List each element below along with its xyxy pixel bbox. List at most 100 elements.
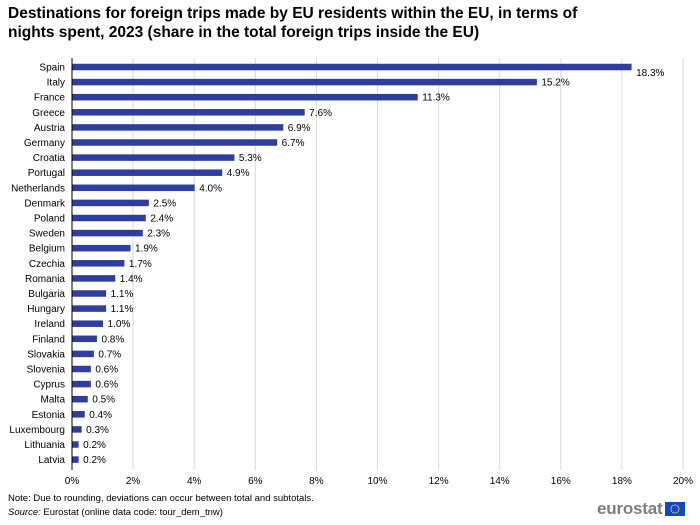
bar xyxy=(72,124,284,131)
source-text: Eurostat (online data code: tour_dem_tnw… xyxy=(40,507,223,518)
category-label: Denmark xyxy=(24,198,66,209)
bar xyxy=(72,229,143,237)
category-label: Netherlands xyxy=(11,183,65,194)
category-label: Slovakia xyxy=(27,349,65,360)
category-label: France xyxy=(34,93,66,104)
value-label: 0.5% xyxy=(92,395,115,406)
value-label: 6.7% xyxy=(282,138,305,149)
x-tick-label: 12% xyxy=(429,476,449,487)
eurostat-logo: eurostat xyxy=(597,499,686,519)
chart-title: Destinations for foreign trips made by E… xyxy=(8,5,578,41)
category-label: Portugal xyxy=(28,168,65,179)
value-label: 2.4% xyxy=(150,214,173,225)
bar xyxy=(72,244,131,252)
eu-flag-icon xyxy=(665,502,686,516)
bar xyxy=(72,260,125,267)
x-tick-label: 18% xyxy=(612,476,632,487)
category-label: Malta xyxy=(41,395,66,406)
category-label: Hungary xyxy=(27,304,65,315)
bar xyxy=(72,275,116,282)
category-label: Romania xyxy=(25,274,65,285)
value-label: 0.6% xyxy=(95,365,118,376)
category-label: Finland xyxy=(32,334,65,345)
bar xyxy=(72,78,537,86)
bar xyxy=(72,350,94,358)
bar xyxy=(72,365,91,373)
category-label: Italy xyxy=(47,78,65,89)
x-tick-label: 6% xyxy=(248,476,263,487)
bar xyxy=(72,214,146,222)
value-label: 1.4% xyxy=(120,274,143,285)
value-label: 0.3% xyxy=(86,425,109,436)
category-label: Luxembourg xyxy=(9,425,65,436)
value-label: 2.3% xyxy=(147,229,170,240)
value-label: 4.0% xyxy=(199,183,222,194)
value-label: 0.8% xyxy=(101,334,124,345)
value-label: 5.3% xyxy=(239,153,262,164)
value-label: 0.4% xyxy=(89,410,112,421)
category-label: Austria xyxy=(34,123,66,134)
category-labels: Spain Italy France Greece Austria Germany Croa… xyxy=(9,63,66,467)
bar xyxy=(72,109,305,116)
footnote: Note: Due to rounding, deviations can oc… xyxy=(8,493,314,504)
category-label: Sweden xyxy=(29,229,65,240)
bar xyxy=(72,305,107,312)
bar xyxy=(72,63,632,71)
category-label: Spain xyxy=(39,63,65,74)
bar xyxy=(72,426,82,433)
category-label: Greece xyxy=(32,108,65,119)
bar xyxy=(72,456,79,463)
category-label: Ireland xyxy=(34,319,65,330)
bars xyxy=(72,63,632,463)
bar xyxy=(72,441,79,448)
x-tick-label: 16% xyxy=(551,476,571,487)
value-label: 7.6% xyxy=(309,108,332,119)
value-label: 1.1% xyxy=(111,304,134,315)
x-tick-label: 8% xyxy=(309,476,324,487)
bar xyxy=(72,154,235,161)
bar xyxy=(72,169,223,176)
value-label: 4.9% xyxy=(227,168,250,179)
value-label: 11.3% xyxy=(422,93,450,104)
bar xyxy=(72,380,91,388)
category-label: Lithuania xyxy=(24,440,65,451)
value-label: 1.1% xyxy=(111,289,134,300)
value-label: 15.2% xyxy=(541,78,569,89)
bar xyxy=(72,335,97,343)
x-tick-label: 14% xyxy=(490,476,510,487)
value-labels: 18.3% 15.2% 11.3% 7.6% 6.9% 6.7% 5.3% 4.9% 4.0% 2… xyxy=(83,68,664,466)
x-tick-label: 20% xyxy=(673,476,693,487)
category-label: Croatia xyxy=(33,153,66,164)
bar xyxy=(72,184,195,192)
bar xyxy=(72,411,85,418)
source-label: Source: xyxy=(8,507,41,518)
bar xyxy=(72,320,104,327)
category-label: Cyprus xyxy=(33,380,65,391)
category-label: Estonia xyxy=(32,410,66,421)
x-tick-label: 0% xyxy=(65,476,80,487)
bar xyxy=(72,139,278,146)
x-tick-label: 4% xyxy=(187,476,202,487)
bar xyxy=(72,199,149,207)
value-label: 1.9% xyxy=(135,244,158,255)
value-label: 18.3% xyxy=(636,68,664,79)
category-label: Bulgaria xyxy=(28,289,65,300)
value-label: 0.7% xyxy=(98,349,121,360)
value-label: 0.2% xyxy=(83,440,106,451)
source-note: Source: Eurostat (online data code: tour… xyxy=(8,507,223,519)
value-label: 1.0% xyxy=(108,319,131,330)
category-label: Slovenia xyxy=(27,365,66,376)
value-label: 6.9% xyxy=(288,123,311,134)
value-label: 0.6% xyxy=(95,380,118,391)
value-label: 0.2% xyxy=(83,455,106,466)
category-label: Poland xyxy=(34,214,65,225)
x-tick-label: 2% xyxy=(126,476,141,487)
category-label: Czechia xyxy=(29,259,66,270)
x-axis-ticks: 0% 2% 4% 6% 8% 10% 12% 14% 16% 18% 20% xyxy=(65,476,693,487)
grid-lines xyxy=(71,58,684,470)
category-label: Latvia xyxy=(38,455,65,466)
category-label: Germany xyxy=(24,138,65,149)
bar-chart: Spain Italy France Greece Austria Germany Croa… xyxy=(9,58,693,487)
bar xyxy=(72,290,107,297)
value-label: 2.5% xyxy=(153,198,176,209)
